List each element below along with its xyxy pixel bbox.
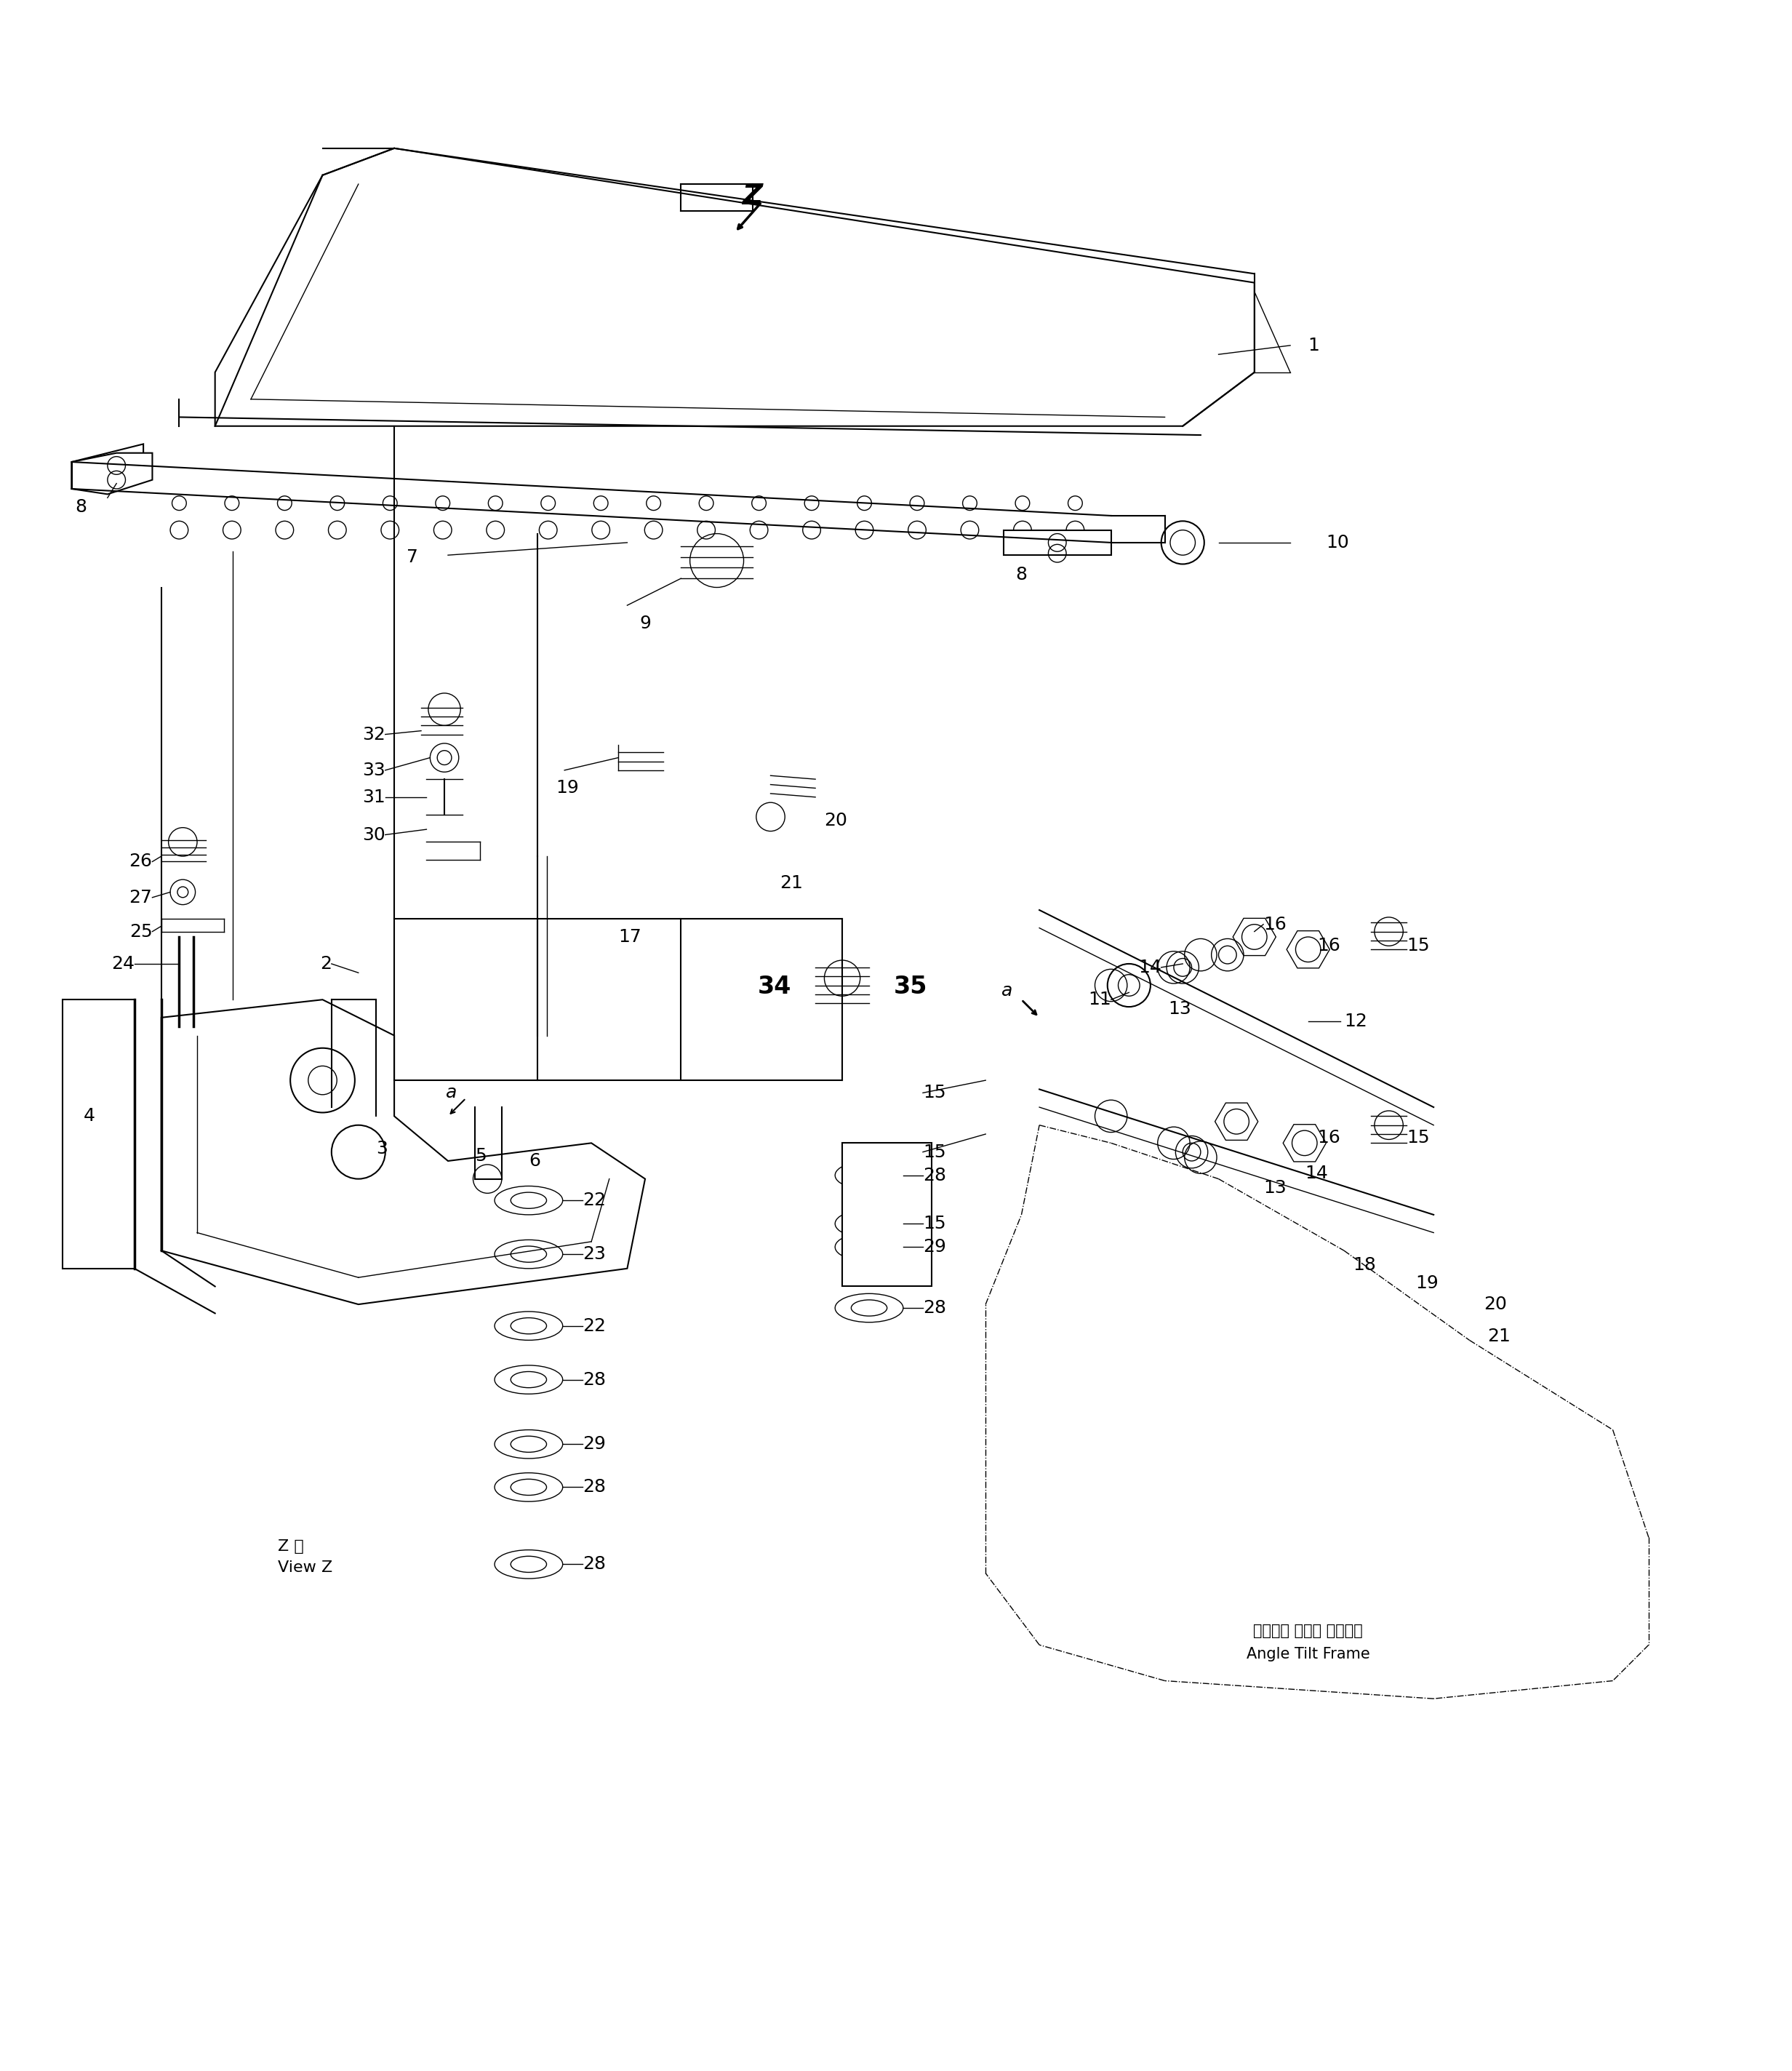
Text: 9: 9 — [640, 615, 650, 632]
Text: 15: 15 — [1407, 1129, 1430, 1147]
Text: 8: 8 — [75, 497, 86, 516]
Text: 29: 29 — [923, 1238, 946, 1255]
Text: 35: 35 — [894, 975, 926, 998]
Text: アングル チルト フレーム: アングル チルト フレーム — [1253, 1624, 1364, 1638]
Text: View Z: View Z — [278, 1562, 333, 1576]
Text: 14: 14 — [1305, 1164, 1328, 1183]
Text: 30: 30 — [362, 826, 385, 843]
Text: a: a — [446, 1083, 457, 1102]
Text: 2: 2 — [321, 955, 332, 973]
Text: 27: 27 — [129, 888, 152, 907]
Text: 14: 14 — [1138, 959, 1161, 975]
Text: 24: 24 — [111, 955, 134, 973]
Text: 22: 22 — [582, 1317, 606, 1334]
Text: 19: 19 — [556, 779, 579, 797]
Text: 26: 26 — [129, 853, 152, 870]
Text: 18: 18 — [1353, 1257, 1376, 1274]
Text: 28: 28 — [582, 1371, 606, 1388]
Text: a: a — [1002, 982, 1012, 1000]
Text: 13: 13 — [1168, 1000, 1192, 1017]
Polygon shape — [63, 1000, 134, 1270]
Text: 28: 28 — [923, 1299, 946, 1317]
Text: 3: 3 — [376, 1139, 387, 1158]
Text: 32: 32 — [362, 725, 385, 743]
Text: 15: 15 — [923, 1143, 946, 1160]
Text: 28: 28 — [582, 1479, 606, 1495]
Polygon shape — [72, 454, 152, 495]
Text: Z 視: Z 視 — [278, 1539, 305, 1553]
Text: 28: 28 — [582, 1555, 606, 1574]
Text: 10: 10 — [1326, 534, 1349, 551]
Polygon shape — [72, 443, 143, 489]
Polygon shape — [842, 1143, 932, 1286]
Text: 6: 6 — [529, 1151, 539, 1170]
Text: 11: 11 — [1088, 990, 1111, 1009]
Text: Z: Z — [742, 182, 763, 211]
Text: 19: 19 — [1416, 1274, 1439, 1292]
Text: 16: 16 — [1317, 1129, 1340, 1147]
Text: 29: 29 — [582, 1435, 606, 1454]
Text: 16: 16 — [1317, 938, 1340, 955]
Text: 16: 16 — [1263, 915, 1287, 934]
Text: 20: 20 — [1484, 1296, 1507, 1313]
Text: 15: 15 — [1407, 938, 1430, 955]
Text: 8: 8 — [1016, 565, 1027, 584]
Text: 22: 22 — [582, 1191, 606, 1209]
Text: 20: 20 — [824, 812, 848, 828]
Text: 34: 34 — [758, 975, 790, 998]
Text: 23: 23 — [582, 1245, 606, 1263]
Polygon shape — [1004, 530, 1111, 555]
Text: 17: 17 — [618, 928, 642, 946]
Text: Angle Tilt Frame: Angle Tilt Frame — [1247, 1646, 1369, 1661]
Text: 1: 1 — [1308, 338, 1319, 354]
Text: 13: 13 — [1263, 1178, 1287, 1197]
Text: 5: 5 — [475, 1147, 486, 1164]
Polygon shape — [161, 1000, 645, 1305]
Text: 21: 21 — [1487, 1328, 1511, 1346]
Polygon shape — [215, 149, 1254, 427]
Text: 25: 25 — [129, 924, 152, 940]
Text: 12: 12 — [1344, 1013, 1367, 1029]
Text: 28: 28 — [923, 1166, 946, 1185]
Text: 7: 7 — [407, 549, 418, 565]
Text: 31: 31 — [362, 789, 385, 806]
Text: 15: 15 — [923, 1216, 946, 1232]
Text: 21: 21 — [780, 874, 803, 893]
Text: 4: 4 — [84, 1108, 95, 1125]
Text: 15: 15 — [923, 1083, 946, 1102]
Text: 33: 33 — [362, 762, 385, 779]
